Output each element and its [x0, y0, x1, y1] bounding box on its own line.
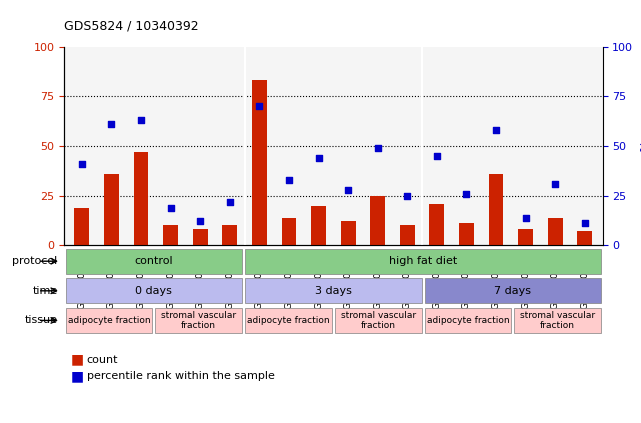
- Text: percentile rank within the sample: percentile rank within the sample: [87, 371, 274, 382]
- Bar: [578, 231, 592, 245]
- Point: [343, 186, 353, 193]
- Bar: [193, 229, 208, 245]
- Bar: [488, 174, 503, 245]
- Text: protocol: protocol: [12, 256, 58, 266]
- FancyBboxPatch shape: [65, 308, 153, 333]
- Text: 3 days: 3 days: [315, 286, 352, 296]
- Text: 7 days: 7 days: [494, 286, 531, 296]
- Point: [432, 153, 442, 159]
- Text: count: count: [87, 354, 118, 365]
- Point: [136, 117, 146, 124]
- Point: [550, 180, 560, 187]
- Bar: [311, 206, 326, 245]
- Text: adipocyte fraction: adipocyte fraction: [427, 316, 509, 325]
- Point: [313, 154, 324, 161]
- Bar: [74, 208, 89, 245]
- Text: time: time: [33, 286, 58, 296]
- Bar: [341, 222, 356, 245]
- FancyBboxPatch shape: [514, 308, 601, 333]
- Point: [77, 160, 87, 167]
- Text: stromal vascular
fraction: stromal vascular fraction: [520, 311, 595, 330]
- Text: stromal vascular
fraction: stromal vascular fraction: [161, 311, 237, 330]
- FancyBboxPatch shape: [65, 249, 242, 274]
- Text: tissue: tissue: [25, 316, 58, 325]
- FancyBboxPatch shape: [155, 308, 242, 333]
- Bar: [281, 217, 296, 245]
- Bar: [133, 152, 149, 245]
- Point: [224, 198, 235, 205]
- Bar: [518, 229, 533, 245]
- Text: ■: ■: [71, 352, 83, 367]
- Text: control: control: [135, 256, 173, 266]
- Bar: [400, 225, 415, 245]
- Text: GDS5824 / 10340392: GDS5824 / 10340392: [64, 19, 199, 32]
- Point: [254, 103, 265, 110]
- Point: [520, 214, 531, 221]
- Bar: [548, 217, 563, 245]
- FancyBboxPatch shape: [245, 249, 601, 274]
- Text: ■: ■: [71, 369, 83, 384]
- Point: [372, 145, 383, 151]
- Point: [195, 218, 205, 225]
- Y-axis label: %: %: [639, 140, 641, 152]
- FancyBboxPatch shape: [424, 278, 601, 303]
- Text: stromal vascular
fraction: stromal vascular fraction: [340, 311, 416, 330]
- Point: [284, 176, 294, 183]
- Bar: [163, 225, 178, 245]
- Point: [579, 220, 590, 227]
- FancyBboxPatch shape: [245, 308, 332, 333]
- Point: [402, 192, 412, 199]
- Point: [491, 126, 501, 133]
- Text: 0 days: 0 days: [135, 286, 172, 296]
- Bar: [459, 223, 474, 245]
- FancyBboxPatch shape: [335, 308, 422, 333]
- FancyBboxPatch shape: [424, 308, 512, 333]
- FancyBboxPatch shape: [65, 278, 242, 303]
- Point: [106, 121, 117, 127]
- FancyBboxPatch shape: [245, 278, 422, 303]
- Bar: [429, 203, 444, 245]
- Bar: [104, 174, 119, 245]
- Bar: [252, 80, 267, 245]
- Bar: [370, 196, 385, 245]
- Text: adipocyte fraction: adipocyte fraction: [247, 316, 329, 325]
- Point: [462, 190, 472, 197]
- Point: [165, 204, 176, 211]
- Text: high fat diet: high fat diet: [389, 256, 457, 266]
- Text: adipocyte fraction: adipocyte fraction: [68, 316, 150, 325]
- Bar: [222, 225, 237, 245]
